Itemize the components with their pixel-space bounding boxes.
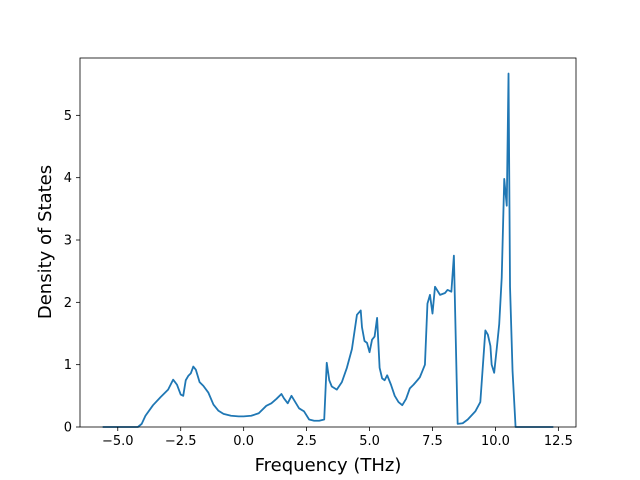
y-axis-label: Density of States [35,165,56,319]
x-tick-label: −5.0 [102,434,134,449]
dos-series-line [102,72,554,428]
x-axis-ticks: −5.0 −2.5 0.0 2.5 5.0 7.5 10.0 12.5 [102,427,573,449]
y-tick-label: 3 [64,234,72,249]
x-tick-label: 10.0 [481,434,510,449]
y-axis-ticks: 0 1 2 3 4 5 [64,109,80,436]
x-tick-label: 2.5 [296,434,317,449]
x-tick-label: 0.0 [233,434,254,449]
y-tick-label: 4 [64,171,72,186]
y-tick-label: 2 [64,296,72,311]
x-tick-label: 12.5 [544,434,573,449]
x-tick-label: 7.5 [422,434,443,449]
y-tick-label: 0 [64,421,72,436]
x-tick-label: 5.0 [359,434,380,449]
y-tick-label: 5 [64,109,72,124]
x-axis-label: Frequency (THz) [255,455,402,476]
plot-frame [79,57,577,428]
y-tick-label: 1 [64,358,72,373]
x-tick-label: −2.5 [165,434,197,449]
